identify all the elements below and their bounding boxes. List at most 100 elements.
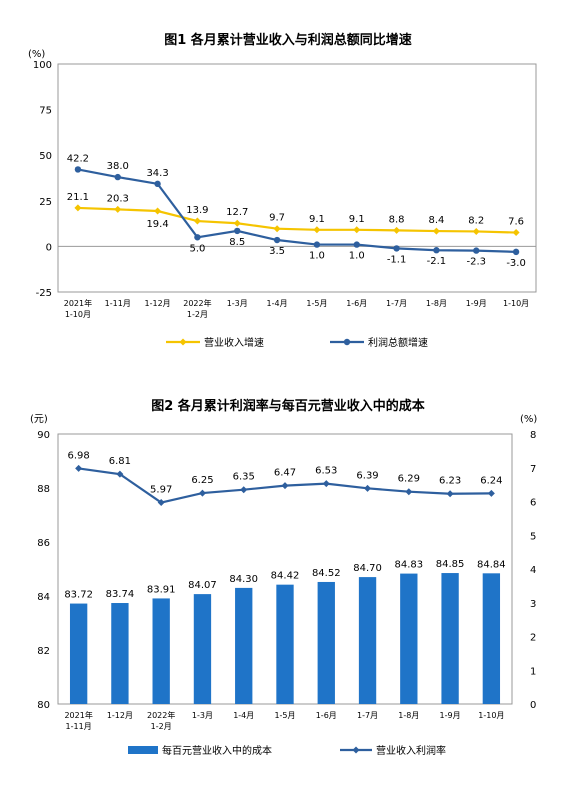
chart2-margin-point [157, 499, 165, 507]
chart1-profit-label: -3.0 [506, 258, 526, 269]
chart1-legend-label: 营业收入增速 [204, 336, 264, 349]
chart2-cost-bar [400, 573, 418, 704]
chart2-margin-label: 6.81 [109, 456, 131, 467]
chart1-profit-point [234, 227, 241, 235]
chart1-legend-label: 利润总额增速 [368, 336, 428, 349]
chart2-y-right-tick: 7 [530, 464, 536, 475]
chart2-y-left-tick: 90 [37, 430, 50, 441]
chart1-y-tick: -25 [36, 288, 52, 299]
chart1-revenue-point [154, 207, 162, 215]
chart2-cost-bar [317, 581, 335, 704]
chart1-x-tick: 1-9月 [466, 299, 487, 308]
chart2-cost-bar [441, 573, 459, 704]
chart1-revenue-label: 21.1 [67, 192, 89, 203]
chart2-margin-label: 6.24 [480, 475, 502, 486]
chart2-margin-point [75, 464, 83, 472]
chart2-cost-label: 84.52 [312, 568, 341, 579]
chart1-revenue-label: 7.6 [508, 217, 524, 228]
chart1-profit-label: 1.0 [309, 251, 325, 262]
chart2-y-right-tick: 6 [530, 498, 536, 509]
chart1-revenue-label: 9.7 [269, 213, 285, 224]
profit-margin-cost-chart: 图2 各月累计利润率与每百元营业收入中的成本 (元) (%) 908886848… [30, 398, 537, 757]
chart2-cost-bar [69, 603, 88, 704]
chart2-y-right-tick: 1 [530, 666, 536, 677]
chart1-x-tick: 1-3月 [227, 299, 248, 308]
chart1-legend-marker [179, 338, 187, 346]
chart2-cost-bar [111, 603, 129, 704]
chart2-x-tick: 2021年 [64, 710, 92, 720]
chart1-profit-label: 5.0 [189, 243, 205, 254]
chart1-profit-point [353, 241, 360, 248]
chart2-y-left-tick: 82 [37, 646, 50, 657]
chart1-revenue-point [233, 219, 241, 227]
chart2-cost-bar [276, 584, 294, 704]
chart1-x-tick: 1-8月 [426, 299, 447, 308]
chart2-cost-label: 84.84 [477, 559, 506, 570]
chart2-margin-point [446, 490, 454, 498]
chart2-x-tick: 1-10月 [478, 711, 504, 720]
chart2-y-right-unit: (%) [520, 414, 537, 425]
chart2-margin-label: 6.47 [274, 468, 296, 479]
chart2-y-left-tick: 80 [37, 700, 50, 711]
chart2-x-tick: 1-6月 [316, 711, 337, 720]
chart2-y-left-tick: 86 [37, 538, 50, 549]
chart1-revenue-label: 8.4 [428, 215, 444, 226]
chart2-cost-bar [358, 577, 377, 704]
chart1-x-tick: 1-11月 [105, 299, 131, 308]
chart1-series-line [77, 168, 517, 253]
chart2-cost-label: 84.70 [353, 563, 382, 574]
chart2-cost-bar [482, 573, 501, 704]
chart2-y-right-tick: 4 [530, 565, 536, 576]
chart1-profit-label: 42.2 [67, 153, 89, 164]
chart2-y-right-tick: 2 [530, 633, 536, 644]
chart2-legend-bar-label: 每百元营业收入中的成本 [162, 744, 272, 757]
chart2-x-tick: 1-5月 [274, 711, 295, 720]
chart1-revenue-point [193, 217, 201, 225]
chart2-y-left-tick: 88 [37, 484, 50, 495]
chart2-x-tick: 1-11月 [66, 722, 92, 731]
chart1-x-tick: 1-4月 [267, 299, 288, 308]
chart2-margin-point [487, 489, 495, 497]
chart1-y-tick: 25 [39, 197, 52, 208]
chart2-title: 图2 各月累计利润率与每百元营业收入中的成本 [151, 398, 425, 414]
chart2-cost-label: 84.85 [436, 559, 465, 570]
chart1-profit-label: -1.1 [387, 254, 407, 265]
chart2-x-tick: 1-7月 [357, 711, 378, 720]
chart1-profit-label: 3.5 [269, 246, 285, 257]
chart2-margin-point [405, 488, 413, 496]
chart1-profit-label: 38.0 [107, 161, 129, 172]
chart2-y-right-tick: 5 [530, 531, 536, 542]
chart1-x-tick: 1-7月 [386, 299, 407, 308]
chart1-revenue-point [512, 229, 520, 237]
chart1-profit-point [433, 247, 440, 254]
chart1-x-tick: 1-6月 [346, 299, 367, 308]
chart2-legend-line-marker [352, 746, 360, 754]
profit-revenue-growth-chart: 图1 各月累计营业收入与利润总额同比增速 (%) 100 75 50 25 0 -25 2… [28, 32, 537, 349]
chart1-revenue-point [393, 226, 401, 234]
chart1-profit-label: -2.1 [427, 256, 447, 267]
chart1-revenue-point [74, 204, 82, 212]
chart1-x-tick: 1-5月 [306, 299, 327, 308]
chart1-x-tick: 1-10月 [65, 310, 91, 319]
chart1-profit-point [114, 173, 121, 181]
chart2-x-tick: 1-2月 [151, 722, 172, 731]
chart1-profit-label: 34.3 [146, 168, 168, 179]
chart2-cost-label: 83.74 [106, 589, 135, 600]
chart1-profit-point [473, 247, 480, 254]
chart2-cost-label: 83.91 [147, 584, 176, 595]
chart1-profit-point [313, 241, 321, 248]
chart1-revenue-point [472, 227, 480, 235]
chart2-margin-label: 6.39 [356, 470, 378, 481]
chart2-cost-bar [235, 587, 253, 704]
chart2-margin-label: 6.29 [398, 474, 420, 485]
chart1-y-tick: 100 [33, 60, 52, 71]
chart2-cost-label: 83.72 [64, 590, 93, 601]
chart1-x-tick: 1-10月 [503, 299, 529, 308]
chart1-y-tick: 50 [39, 151, 52, 162]
chart1-x-tick: 1-2月 [187, 310, 208, 319]
chart1-profit-point [154, 180, 161, 188]
chart2-y-right-tick: 3 [530, 599, 536, 610]
chart1-profit-point [273, 236, 281, 244]
chart1-profit-point [194, 234, 201, 241]
chart1-profit-label: -2.3 [466, 257, 486, 268]
